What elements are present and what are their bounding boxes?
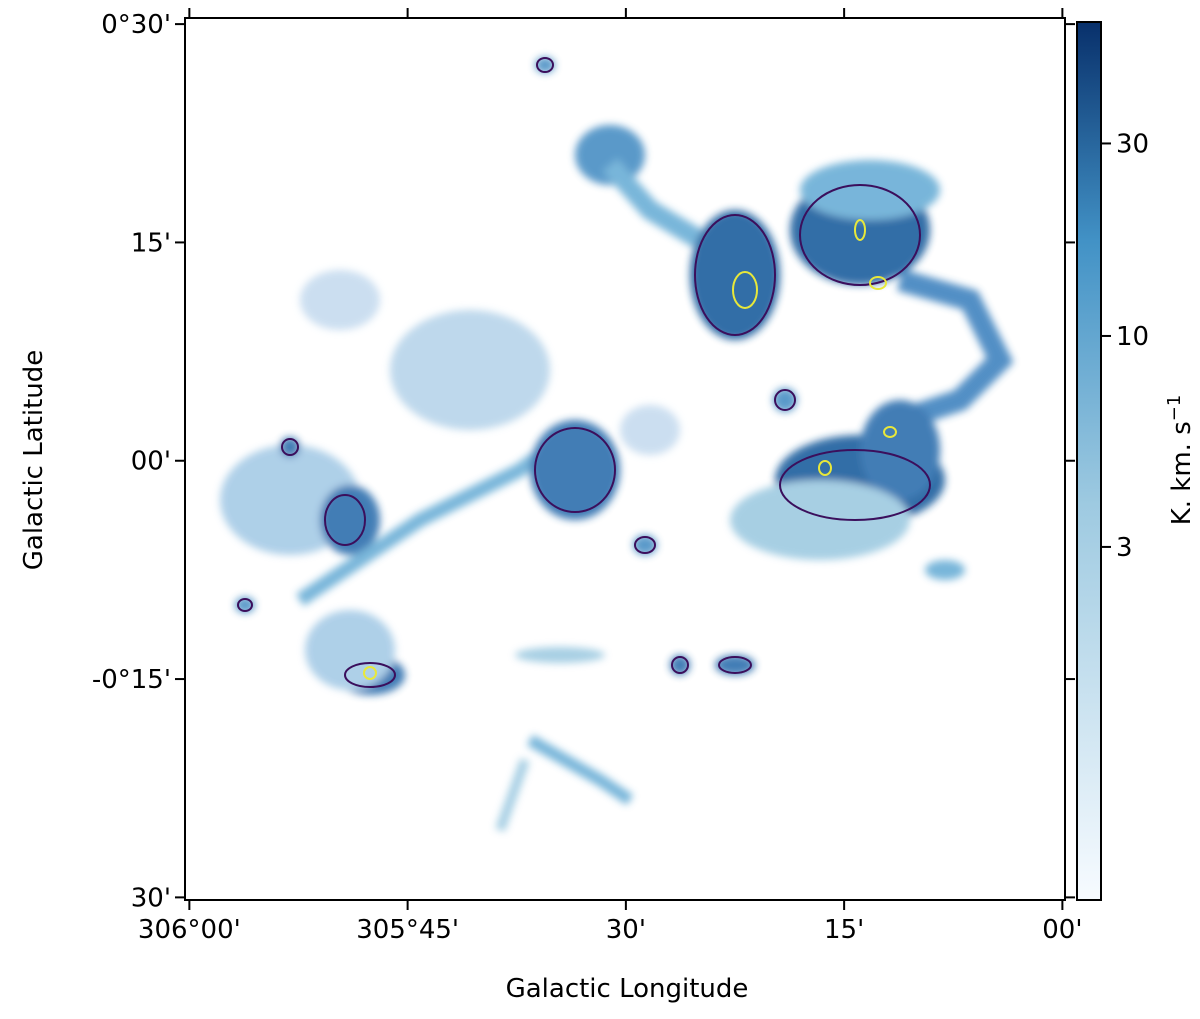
x-tick-label: 305°45' bbox=[356, 915, 459, 945]
y-axis-label: Galactic Latitude bbox=[19, 350, 49, 571]
colorbar-tick-label: 30 bbox=[1116, 129, 1149, 159]
x-axis-label: Galactic Longitude bbox=[506, 974, 749, 1004]
x-tick-label: 306°00' bbox=[138, 915, 241, 945]
y-tick-label: -0°15' bbox=[92, 665, 171, 695]
colorbar-label-superscript: −1 bbox=[1164, 395, 1185, 422]
emission-map bbox=[220, 57, 1014, 832]
y-tick-label: 30' bbox=[131, 883, 171, 913]
colorbar-tick-label: 3 bbox=[1116, 533, 1133, 563]
ticks: 306°00' 305°45' 30' 15' 00' 0°30' 15' 00' -0°15'… bbox=[92, 8, 1149, 945]
x-tick-label: 30' bbox=[606, 915, 646, 945]
y-tick-label: 0°30' bbox=[101, 10, 171, 40]
colorbar bbox=[1076, 21, 1102, 901]
x-tick-label: 15' bbox=[824, 915, 864, 945]
y-tick-label: 00' bbox=[131, 447, 171, 477]
x-tick-label: 00' bbox=[1042, 915, 1082, 945]
colorbar-label-text: K. km. s bbox=[1167, 421, 1197, 525]
colorbar-label: K. km. s−1 bbox=[1164, 395, 1197, 526]
y-tick-label: 15' bbox=[131, 228, 171, 258]
colorbar-tick-label: 10 bbox=[1116, 322, 1149, 352]
